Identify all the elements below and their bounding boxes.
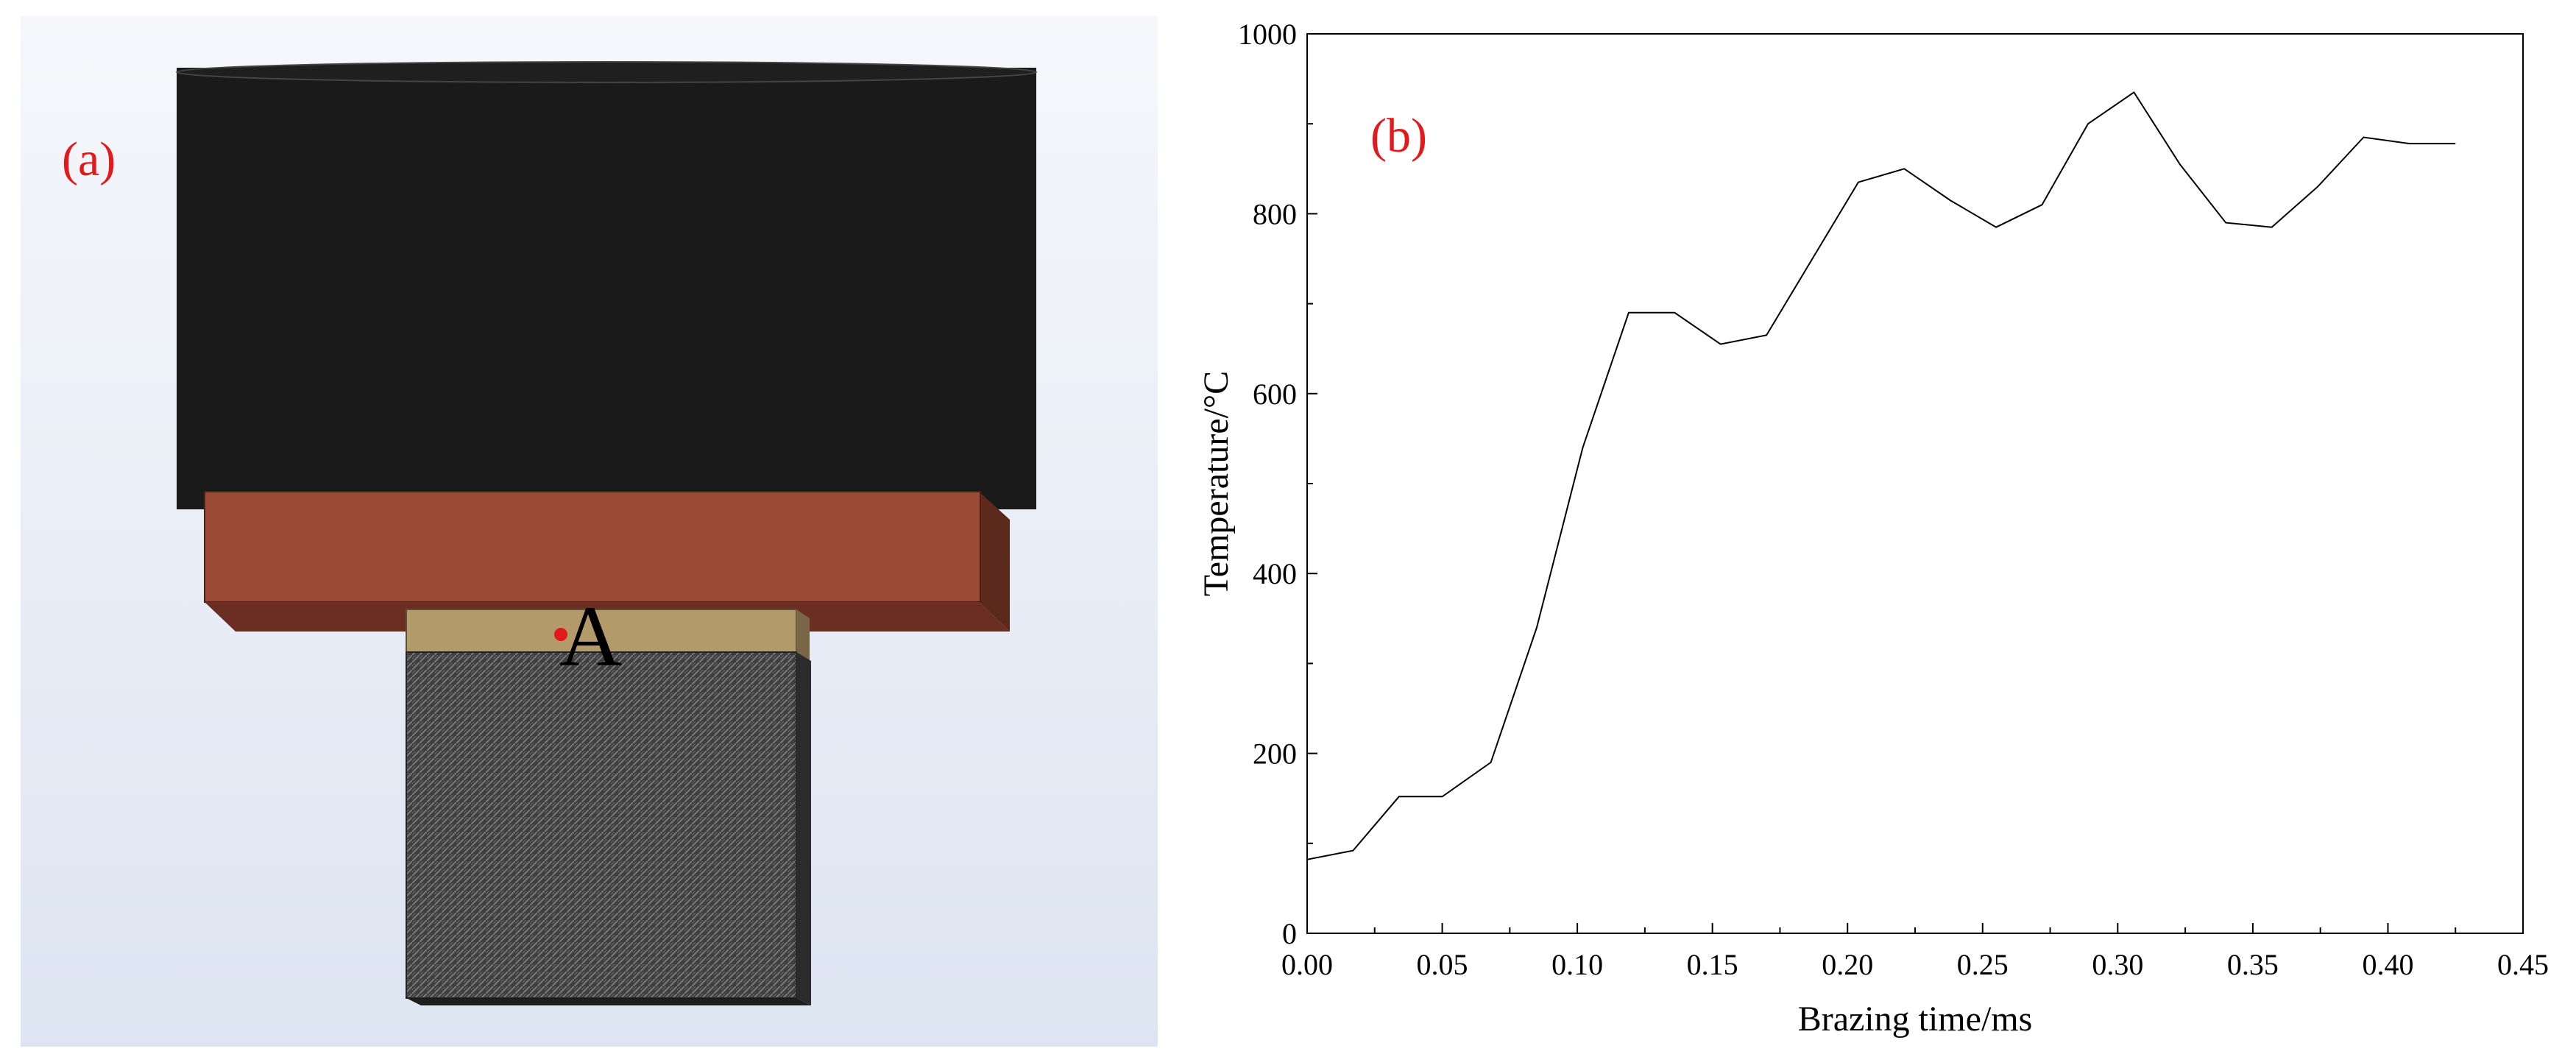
x-tick-label: 0.05 [1417,948,1468,981]
x-tick-label: 0.10 [1551,948,1603,981]
x-tick-label: 0.35 [2227,948,2279,981]
point-a-marker [554,628,567,641]
panel-b-label: (b) [1370,109,1427,163]
panel-b-chart: 0.00 0.05 0.10 0.15 0.20 0.25 0.30 0.35 0.40 0.45… [1197,18,2549,1039]
electrode-side-face [979,492,1010,632]
x-tick-label: 0.25 [1957,948,2009,981]
cylinder-electrode [177,68,1036,509]
y-tick-label: 600 [1253,378,1297,411]
y-tick-label: 800 [1253,197,1297,230]
base-block [406,651,797,999]
copper-electrode [204,491,981,603]
x-tick-label: 0.15 [1687,948,1738,981]
base-bottom-face [406,998,811,1005]
filler-side-face [796,609,810,661]
y-tick-label: 400 [1253,557,1297,590]
cylinder-top [176,61,1037,83]
filler-layer [406,609,797,653]
panel-a-label: (a) [62,132,116,186]
x-tick-label: 0.40 [2362,948,2413,981]
plot-frame [1306,33,2524,934]
temperature-line [1306,91,2456,860]
panel-a-schematic: A (a) [21,16,1158,1047]
chart-area: 0.00 0.05 0.10 0.15 0.20 0.25 0.30 0.35 0.40 0.45… [1197,18,2549,1039]
x-axis-label: Brazing time/ms [1798,1000,2033,1039]
y-tick-label: 1000 [1238,18,1297,51]
base-side-face [796,652,811,1005]
x-tick-label: 0.20 [1822,948,1873,981]
x-tick-label: 0.45 [2497,948,2549,981]
y-tick-label: 0 [1282,917,1297,950]
y-axis-label: Temperature/°C [1197,371,1236,596]
point-a-label: A [559,588,622,685]
x-tick-label: 0.00 [1281,948,1333,981]
x-tick-label: 0.30 [2092,948,2143,981]
y-tick-label: 200 [1253,738,1297,771]
